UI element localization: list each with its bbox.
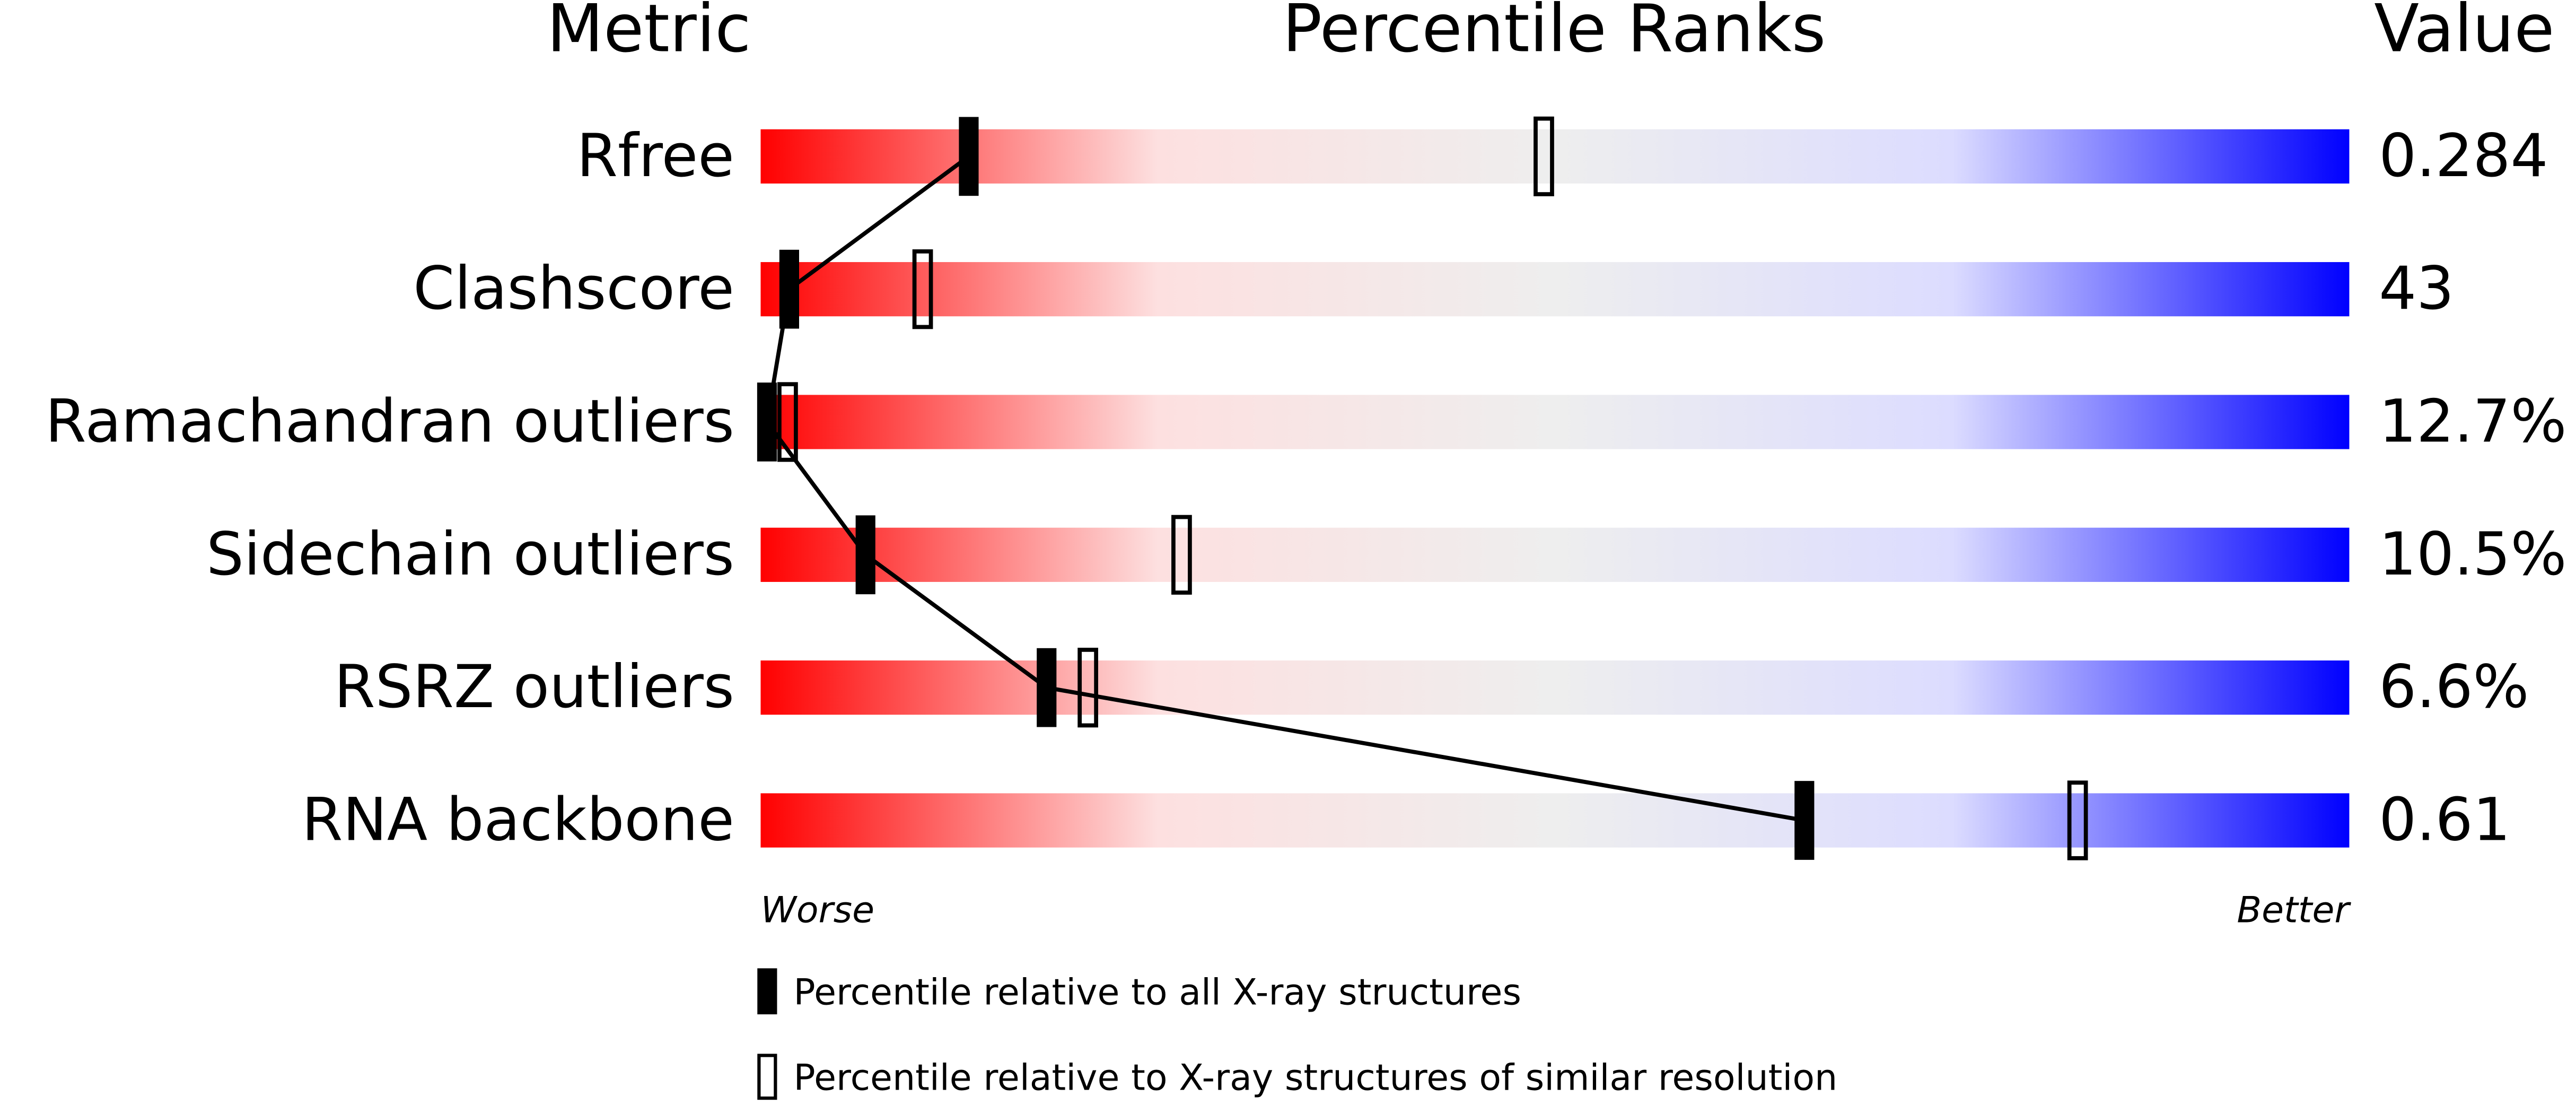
- similar-marker: [912, 249, 933, 329]
- metric-label: RNA backbone: [302, 785, 734, 854]
- metric-value: 0.284: [2379, 121, 2548, 190]
- all-marker: [959, 117, 979, 196]
- metric-label: Rfree: [577, 121, 734, 190]
- similar-marker: [777, 382, 798, 462]
- all-marker: [779, 249, 799, 329]
- metric-value: 10.5%: [2379, 520, 2566, 589]
- legend-swatch: [757, 1054, 777, 1100]
- legend-label: Percentile relative to all X-ray structu…: [793, 971, 1521, 1013]
- similar-marker: [1534, 116, 1554, 196]
- all-marker: [1037, 648, 1057, 727]
- value-header: Value: [2374, 0, 2554, 67]
- all-marker: [757, 382, 777, 462]
- better-label: Better: [2237, 890, 2351, 932]
- metric-label: Clashscore: [413, 254, 734, 323]
- metric-value: 0.61: [2379, 785, 2510, 854]
- all-marker: [855, 515, 875, 595]
- percentile-bar: [760, 793, 2350, 848]
- metric-header: Metric: [547, 0, 751, 67]
- legend-label: Percentile relative to X-ray structures …: [793, 1057, 1837, 1099]
- percentile-line: [765, 154, 1805, 823]
- similar-marker: [1171, 515, 1192, 595]
- legend-swatch: [757, 968, 777, 1015]
- metric-label: RSRZ outliers: [334, 652, 734, 721]
- all-marker: [1794, 781, 1815, 860]
- percentile-bar: [760, 660, 2350, 715]
- metric-label: Ramachandran outliers: [45, 387, 734, 456]
- percentile-bar: [760, 262, 2350, 317]
- percentile-header: Percentile Ranks: [1282, 0, 1826, 67]
- similar-marker: [2067, 780, 2088, 860]
- metric-value: 43: [2379, 254, 2454, 323]
- percentile-bar: [760, 395, 2350, 449]
- percentile-bar: [760, 527, 2350, 582]
- metric-value: 6.6%: [2379, 652, 2529, 721]
- metric-value: 12.7%: [2379, 387, 2566, 456]
- metric-label: Sidechain outliers: [206, 520, 734, 589]
- similar-marker: [1077, 648, 1099, 728]
- percentile-bar: [760, 129, 2350, 184]
- worse-label: Worse: [760, 890, 874, 932]
